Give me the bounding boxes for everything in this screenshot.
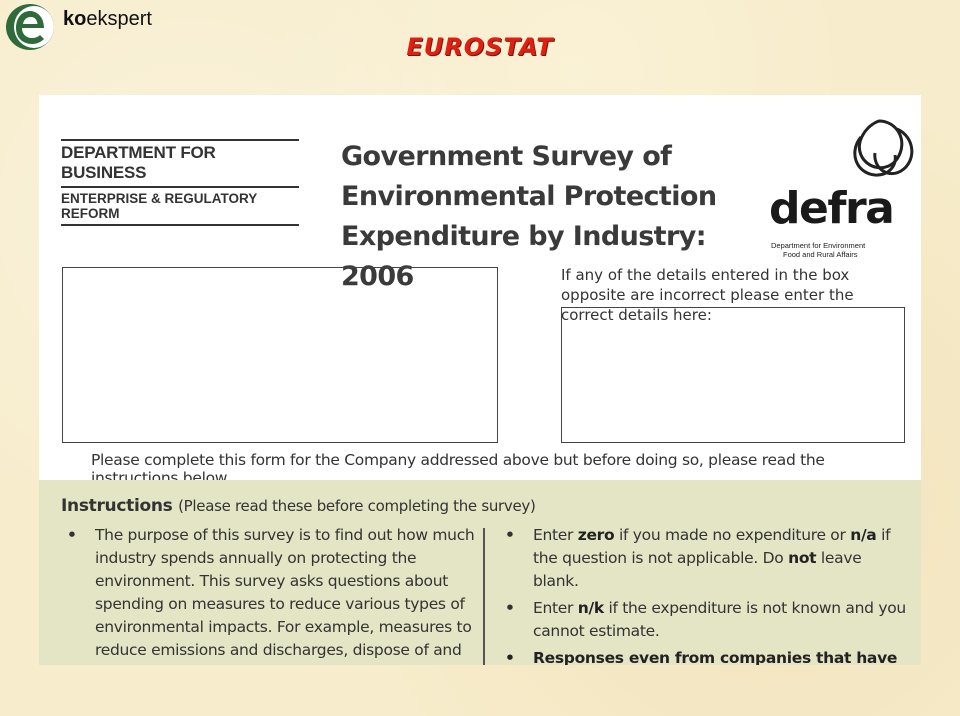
department-subtitle: ENTERPRISE & REGULATORY REFORM: [61, 186, 299, 221]
triquetra-icon: [853, 119, 914, 177]
slide-title: EUROSTAT: [406, 33, 554, 61]
list-item: • Enter zero if you made no expenditure o…: [505, 526, 891, 590]
list-item: • Enter n/k if the expenditure is not kno…: [505, 599, 906, 640]
list-item: • The purpose of this survey is to find o…: [67, 526, 475, 665]
list-item: • Responses even from companies that have…: [505, 649, 898, 665]
defra-logo: defra Department for Environment Food an…: [769, 111, 919, 261]
column-divider: [483, 528, 485, 665]
correction-details-box: [561, 307, 905, 443]
brand-name: koekspert: [63, 8, 152, 30]
instructions-section: Instructions (Please read these before c…: [39, 480, 921, 665]
company-address-box: [62, 267, 498, 443]
instructions-heading: Instructions (Please read these before c…: [61, 496, 536, 516]
correction-note: If any of the details entered in the box…: [561, 266, 854, 324]
koekspert-logo: [6, 4, 54, 50]
department-name: DEPARTMENT FOR BUSINESS: [61, 143, 216, 182]
defra-subtitle: Department for Environment Food and Rura…: [771, 241, 866, 259]
instructions-right-column: • Enter zero if you made no expenditure o…: [499, 524, 909, 665]
survey-title: Government Survey of Environmental Prote…: [341, 141, 717, 292]
department-block: DEPARTMENT FOR BUSINESS ENTERPRISE & REG…: [61, 139, 299, 226]
defra-wordmark: defra: [769, 183, 895, 234]
instructions-left-column: • The purpose of this survey is to find o…: [61, 524, 481, 665]
survey-form-image: DEPARTMENT FOR BUSINESS ENTERPRISE & REG…: [39, 95, 921, 665]
